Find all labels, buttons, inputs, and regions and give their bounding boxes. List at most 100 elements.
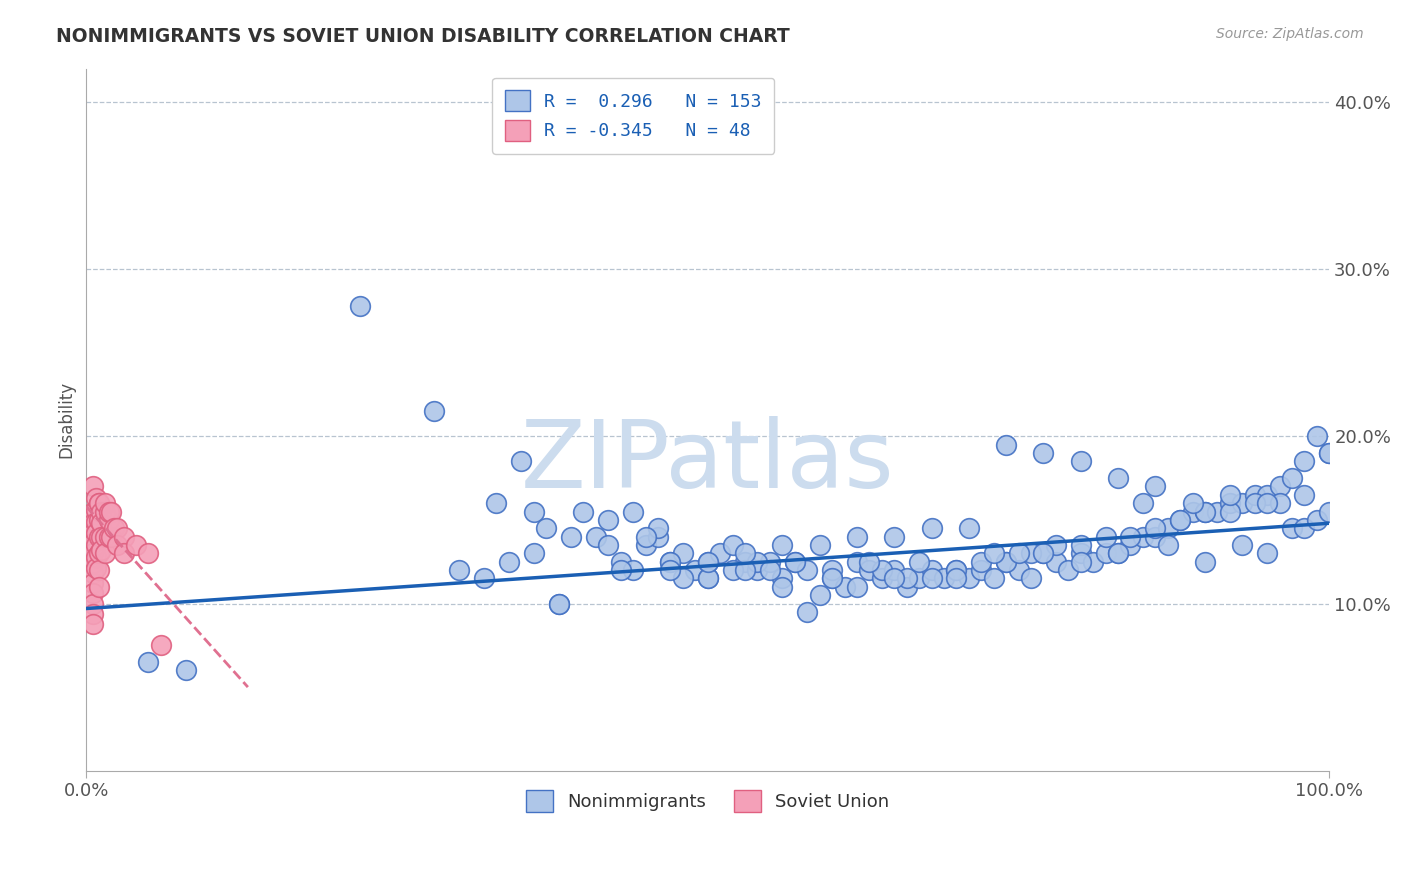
Point [983, 546, 1005, 560]
Point [100, 530, 122, 544]
Point [1007, 563, 1029, 577]
Point [1107, 471, 1129, 485]
Point [734, 546, 756, 560]
Point [945, 563, 967, 577]
Point [112, 530, 135, 544]
Text: NONIMMIGRANTS VS SOVIET UNION DISABILITY CORRELATION CHART: NONIMMIGRANTS VS SOVIET UNION DISABILITY… [56, 27, 790, 45]
Point [1232, 538, 1254, 552]
Point [845, 580, 868, 594]
Point [672, 546, 695, 560]
Point [995, 555, 1018, 569]
Point [796, 563, 818, 577]
Point [659, 555, 682, 569]
Point [1306, 429, 1329, 443]
Point [672, 571, 695, 585]
Point [1256, 488, 1278, 502]
Point [1019, 571, 1042, 585]
Point [1057, 563, 1080, 577]
Point [1119, 538, 1142, 552]
Point [845, 555, 868, 569]
Point [883, 563, 905, 577]
Point [796, 605, 818, 619]
Point [1256, 546, 1278, 560]
Point [770, 538, 793, 552]
Point [921, 521, 943, 535]
Point [1019, 546, 1042, 560]
Point [90, 543, 112, 558]
Point [770, 571, 793, 585]
Point [1168, 513, 1191, 527]
Point [103, 521, 125, 535]
Point [621, 563, 644, 577]
Point [1306, 513, 1329, 527]
Point [149, 638, 172, 652]
Point [560, 530, 582, 544]
Point [983, 571, 1005, 585]
Point [510, 454, 533, 468]
Point [1032, 446, 1054, 460]
Point [634, 538, 657, 552]
Point [621, 504, 644, 518]
Point [87, 563, 110, 577]
Point [759, 563, 782, 577]
Point [610, 555, 633, 569]
Point [97, 530, 120, 544]
Point [84, 549, 107, 564]
Point [87, 530, 110, 544]
Point [1219, 488, 1241, 502]
Point [1268, 496, 1291, 510]
Point [87, 496, 110, 510]
Point [87, 580, 110, 594]
Point [112, 546, 135, 560]
Point [883, 571, 905, 585]
Point [84, 526, 107, 541]
Point [82, 616, 104, 631]
Point [734, 555, 756, 569]
Point [82, 526, 104, 541]
Point [783, 555, 806, 569]
Point [1007, 546, 1029, 560]
Point [1132, 530, 1154, 544]
Point [94, 496, 117, 510]
Point [1206, 504, 1229, 518]
Point [572, 504, 595, 518]
Point [908, 571, 931, 585]
Point [82, 536, 104, 550]
Point [1070, 546, 1092, 560]
Point [547, 597, 569, 611]
Point [1268, 479, 1291, 493]
Point [921, 563, 943, 577]
Point [1194, 504, 1216, 518]
Point [721, 563, 744, 577]
Point [747, 555, 769, 569]
Point [1243, 496, 1265, 510]
Point [1156, 521, 1178, 535]
Point [721, 538, 744, 552]
Point [485, 496, 508, 510]
Y-axis label: Disability: Disability [58, 381, 75, 458]
Point [84, 561, 107, 575]
Point [1181, 496, 1204, 510]
Point [585, 530, 607, 544]
Point [921, 571, 943, 585]
Point [821, 571, 844, 585]
Point [1294, 488, 1316, 502]
Point [1094, 530, 1116, 544]
Point [87, 496, 110, 510]
Point [547, 597, 569, 611]
Point [709, 546, 731, 560]
Point [498, 555, 520, 569]
Point [759, 555, 782, 569]
Point [94, 546, 117, 560]
Point [1317, 446, 1340, 460]
Point [138, 655, 160, 669]
Point [696, 555, 718, 569]
Point [1294, 454, 1316, 468]
Point [449, 563, 471, 577]
Point [1070, 454, 1092, 468]
Point [82, 597, 104, 611]
Point [97, 504, 120, 518]
Point [1107, 546, 1129, 560]
Point [82, 504, 104, 518]
Point [858, 563, 880, 577]
